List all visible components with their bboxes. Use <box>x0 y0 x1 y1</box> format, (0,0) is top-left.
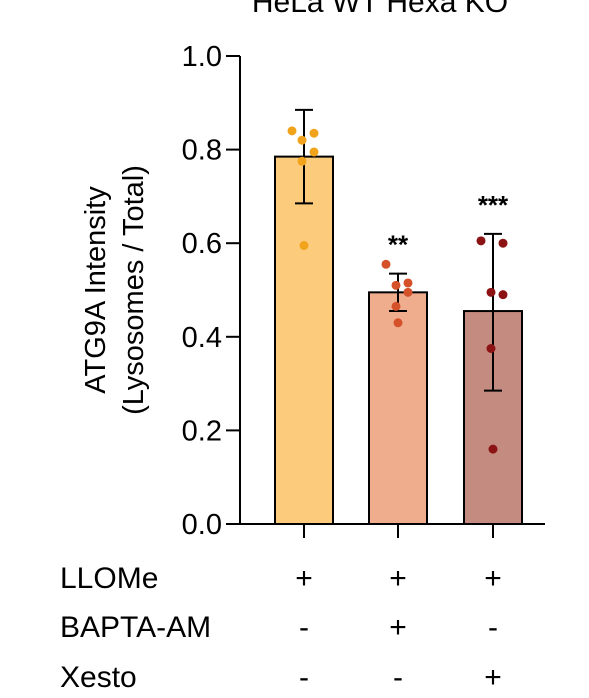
y-tick-label: 0.6 <box>182 228 222 260</box>
data-point <box>488 444 498 454</box>
condition-row-bapta-am: BAPTA-AM - + - <box>60 611 498 644</box>
data-point <box>381 259 391 269</box>
y-tick-label: 1.0 <box>182 41 222 73</box>
data-point <box>309 128 319 138</box>
data-point <box>299 241 309 251</box>
condition-value: + <box>295 562 313 595</box>
error-bars <box>295 108 502 392</box>
significance-labels: ***** <box>388 190 509 260</box>
data-point <box>287 126 297 136</box>
y-tick-label: 0.2 <box>182 415 222 447</box>
condition-value: + <box>389 562 407 595</box>
chart-title: HeLa WT Hexa KO <box>252 0 508 19</box>
data-point <box>486 344 496 353</box>
data-point <box>498 238 508 248</box>
y-tick-label: 0.4 <box>182 322 222 354</box>
data-point <box>393 318 403 328</box>
error-bar-1 <box>295 108 313 205</box>
condition-label: BAPTA-AM <box>60 611 211 644</box>
condition-value: - <box>299 611 309 644</box>
bar-2 <box>368 291 428 525</box>
significance-label-2: ** <box>388 230 409 260</box>
condition-label: Xesto <box>60 661 137 694</box>
data-points <box>287 126 508 454</box>
condition-row-xesto: Xesto - - + <box>60 661 502 694</box>
error-bar-3 <box>484 232 502 392</box>
data-point <box>476 236 486 246</box>
condition-value: + <box>484 661 502 694</box>
condition-table: LLOMe + + + BAPTA-AM - + - Xesto - - + <box>60 562 502 694</box>
data-point <box>403 287 413 297</box>
data-point <box>486 287 496 297</box>
condition-row-llome: LLOMe + + + <box>60 562 502 595</box>
condition-label: LLOMe <box>60 562 158 595</box>
condition-value: + <box>389 611 407 644</box>
y-tick-label: 0.8 <box>182 135 222 167</box>
data-point <box>403 278 413 288</box>
bar-1 <box>274 155 334 525</box>
data-point <box>297 156 307 166</box>
y-axis-title-line-2: (Lysosomes / Total) <box>118 165 150 415</box>
axes: 0.0 0.2 0.4 0.6 0.8 1.0 <box>182 41 545 541</box>
data-point <box>391 280 401 290</box>
significance-label-3: *** <box>478 190 509 220</box>
data-point <box>309 147 319 157</box>
y-axis-title-line-1: ATG9A Intensity <box>80 186 112 394</box>
data-point <box>391 301 401 311</box>
condition-value: - <box>393 661 403 694</box>
condition-value: + <box>484 562 502 595</box>
y-tick-label: 0.0 <box>182 509 222 541</box>
data-point <box>297 135 307 145</box>
data-point <box>498 290 508 300</box>
y-axis-title: ATG9A Intensity (Lysosomes / Total) <box>80 165 150 415</box>
condition-value: - <box>299 661 309 694</box>
condition-value: - <box>488 611 498 644</box>
